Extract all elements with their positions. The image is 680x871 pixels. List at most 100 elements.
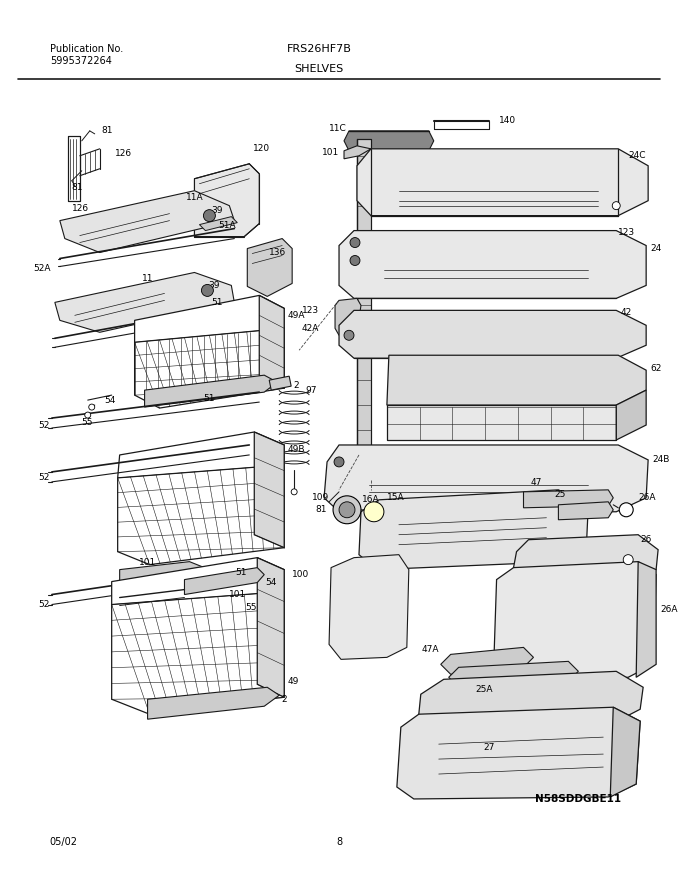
Polygon shape xyxy=(257,557,284,698)
Polygon shape xyxy=(199,217,237,231)
Text: 109: 109 xyxy=(312,493,329,503)
Text: 81: 81 xyxy=(72,183,83,192)
Polygon shape xyxy=(148,687,279,719)
Polygon shape xyxy=(55,273,235,333)
Text: 52A: 52A xyxy=(33,264,50,273)
Text: 120: 120 xyxy=(253,145,270,153)
Text: 52: 52 xyxy=(38,600,49,609)
Text: 47: 47 xyxy=(531,478,542,488)
Polygon shape xyxy=(184,568,265,595)
Text: 49A: 49A xyxy=(287,311,305,320)
Polygon shape xyxy=(68,136,80,200)
Circle shape xyxy=(203,210,216,221)
Text: 81: 81 xyxy=(316,505,327,514)
Polygon shape xyxy=(419,672,643,729)
Polygon shape xyxy=(610,707,640,797)
Circle shape xyxy=(89,404,95,410)
Polygon shape xyxy=(339,310,646,358)
Polygon shape xyxy=(324,445,648,512)
Polygon shape xyxy=(259,295,284,388)
Text: 24: 24 xyxy=(650,244,662,253)
Text: 101: 101 xyxy=(228,590,246,599)
Text: 54: 54 xyxy=(105,395,116,405)
Polygon shape xyxy=(494,562,656,681)
Circle shape xyxy=(619,503,633,517)
Polygon shape xyxy=(112,557,284,618)
Polygon shape xyxy=(269,376,291,390)
Polygon shape xyxy=(344,145,371,159)
Text: 52: 52 xyxy=(38,473,49,483)
Polygon shape xyxy=(357,149,648,216)
Polygon shape xyxy=(329,555,409,659)
Text: 26: 26 xyxy=(640,535,651,544)
Polygon shape xyxy=(335,299,361,335)
Text: 51: 51 xyxy=(235,568,247,577)
Text: 54: 54 xyxy=(265,578,277,587)
Text: 126: 126 xyxy=(115,149,132,159)
Text: N58SDDGBE11: N58SDDGBE11 xyxy=(535,794,622,804)
Circle shape xyxy=(350,255,360,266)
Text: 51: 51 xyxy=(211,298,223,307)
Circle shape xyxy=(334,457,344,467)
Circle shape xyxy=(612,202,620,210)
Circle shape xyxy=(291,489,297,495)
Text: 100: 100 xyxy=(292,571,309,579)
Text: 62: 62 xyxy=(650,364,662,373)
Text: 51A: 51A xyxy=(218,221,236,230)
Text: 126: 126 xyxy=(72,204,89,213)
Polygon shape xyxy=(120,562,205,584)
Text: 25A: 25A xyxy=(475,685,492,694)
Polygon shape xyxy=(558,502,613,520)
Polygon shape xyxy=(344,131,434,151)
Polygon shape xyxy=(135,295,284,355)
Text: 16A: 16A xyxy=(362,496,379,504)
Circle shape xyxy=(339,502,355,517)
Polygon shape xyxy=(524,490,613,508)
Text: 26A: 26A xyxy=(660,605,677,614)
Text: Publication No.: Publication No. xyxy=(50,44,123,54)
Polygon shape xyxy=(636,562,656,678)
Polygon shape xyxy=(339,231,646,299)
Circle shape xyxy=(364,502,384,522)
Circle shape xyxy=(350,238,360,247)
Text: 39: 39 xyxy=(211,206,223,215)
Polygon shape xyxy=(194,164,259,237)
Text: 81: 81 xyxy=(102,126,113,135)
Text: 42A: 42A xyxy=(302,324,319,333)
Polygon shape xyxy=(248,239,292,296)
Text: 05/02: 05/02 xyxy=(50,837,78,847)
Text: 42: 42 xyxy=(620,307,632,317)
Polygon shape xyxy=(359,490,588,570)
Text: 11C: 11C xyxy=(329,125,347,133)
Text: 39: 39 xyxy=(209,281,220,290)
Text: 25: 25 xyxy=(555,490,566,499)
Text: 140: 140 xyxy=(498,117,515,125)
Polygon shape xyxy=(449,661,579,687)
Text: SHELVES: SHELVES xyxy=(294,64,343,74)
Text: 97: 97 xyxy=(305,386,317,395)
Circle shape xyxy=(201,285,214,296)
Text: 8: 8 xyxy=(336,837,342,847)
Text: 27: 27 xyxy=(483,743,494,752)
Text: 55: 55 xyxy=(245,603,257,612)
Text: 101: 101 xyxy=(322,148,339,158)
Text: 5995372264: 5995372264 xyxy=(50,56,112,66)
Text: 26A: 26A xyxy=(638,493,656,503)
Text: 24B: 24B xyxy=(652,456,670,464)
Text: 2: 2 xyxy=(282,695,287,704)
Polygon shape xyxy=(387,355,646,405)
Text: 47A: 47A xyxy=(421,645,439,654)
Circle shape xyxy=(623,555,633,564)
Text: 123: 123 xyxy=(618,228,635,237)
Text: 49B: 49B xyxy=(287,445,305,455)
Polygon shape xyxy=(118,465,284,564)
Text: 136: 136 xyxy=(269,248,286,257)
Text: 2: 2 xyxy=(293,381,299,389)
Polygon shape xyxy=(145,375,277,407)
Circle shape xyxy=(85,412,90,418)
Polygon shape xyxy=(357,138,371,480)
Polygon shape xyxy=(397,707,640,799)
Polygon shape xyxy=(135,328,284,408)
Polygon shape xyxy=(387,405,616,440)
Circle shape xyxy=(344,330,354,341)
